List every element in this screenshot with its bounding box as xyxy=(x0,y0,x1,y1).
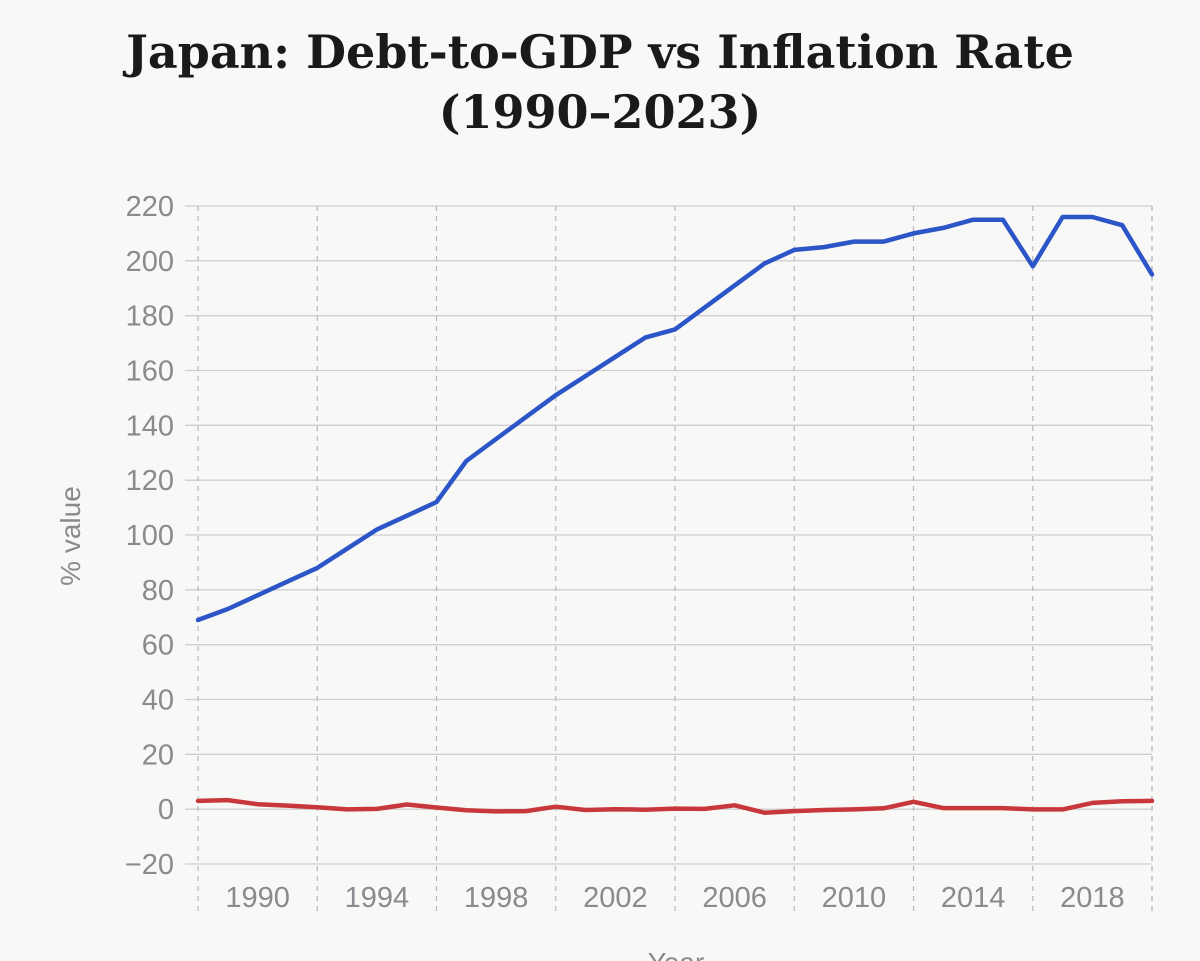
x-tick-label: 2006 xyxy=(702,882,767,914)
y-tick-label: 40 xyxy=(142,685,174,717)
y-tick-label: 0 xyxy=(158,794,174,826)
grid xyxy=(185,205,1153,916)
x-tick-label: 2002 xyxy=(583,882,648,914)
y-tick-label: 60 xyxy=(142,630,174,662)
series xyxy=(195,214,1155,815)
series-line-1 xyxy=(195,797,1155,815)
y-tick-label: 140 xyxy=(126,410,174,442)
x-tick-label: 1990 xyxy=(225,882,290,914)
x-tick-label: 1994 xyxy=(345,882,410,914)
y-axis-ticks: −20 0 20 40 60 80 100 120 140 160 180 200 220 xyxy=(125,191,174,881)
x-tick-label: 2018 xyxy=(1060,882,1125,914)
x-axis-ticks: 1990 1994 1998 2002 2006 2010 2014 2018 xyxy=(225,882,1124,914)
y-tick-label: 160 xyxy=(126,356,174,388)
chart-title: Japan: Debt-to-GDP vs Inflation Rate (19… xyxy=(0,22,1200,142)
y-tick-label: 180 xyxy=(126,301,174,333)
y-tick-label: 20 xyxy=(142,739,174,771)
x-tick-label: 2010 xyxy=(822,882,887,914)
x-tick-label: 1998 xyxy=(464,882,529,914)
series-line-0 xyxy=(195,214,1155,623)
chart-title-line-1: Japan: Debt-to-GDP vs Inflation Rate xyxy=(126,25,1074,79)
chart-title-line-2: (1990–2023) xyxy=(438,85,762,139)
x-tick-label: 2014 xyxy=(941,882,1006,914)
y-tick-label: 80 xyxy=(142,575,174,607)
y-tick-label: −20 xyxy=(125,849,174,881)
x-axis-title: Year xyxy=(648,947,705,961)
y-tick-label: 200 xyxy=(126,246,174,278)
y-tick-label: 220 xyxy=(126,191,174,223)
y-tick-label: 120 xyxy=(126,465,174,497)
y-tick-label: 100 xyxy=(126,520,174,552)
y-axis-title: % value xyxy=(55,486,86,586)
